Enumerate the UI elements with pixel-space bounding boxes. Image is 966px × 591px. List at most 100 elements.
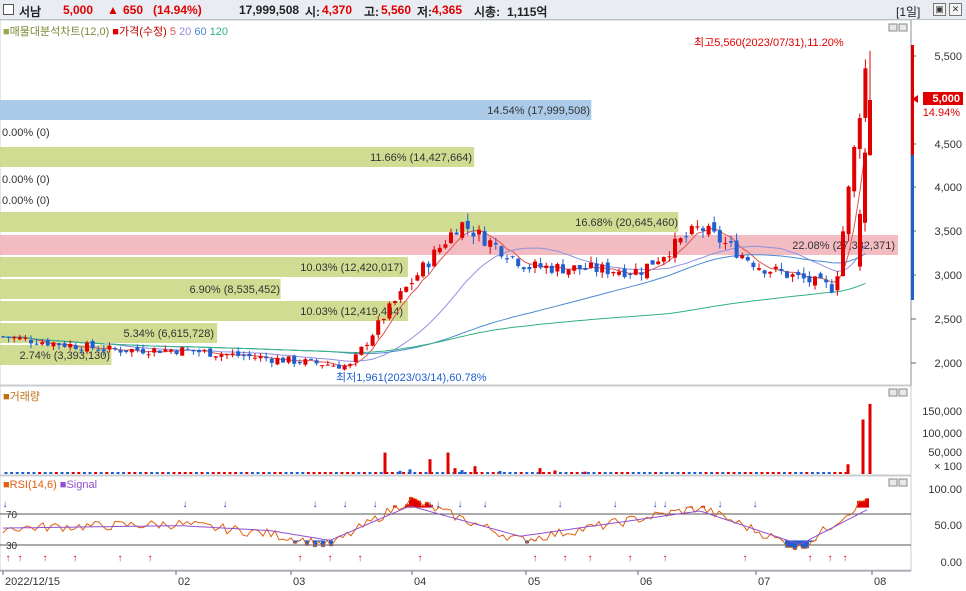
volume-bar — [43, 472, 47, 474]
candle-body — [807, 275, 812, 283]
sell-arrow-icon: ↓ — [436, 499, 441, 510]
rsi-overbought-fill — [429, 504, 433, 508]
ma20-legend[interactable]: 20 — [179, 26, 192, 38]
select-checkbox[interactable] — [3, 4, 14, 15]
high-annotation: 최고5,560(2023/07/31),11.20% — [694, 36, 844, 49]
restore-icon[interactable]: ▣ — [933, 3, 946, 16]
candle-body — [505, 258, 509, 260]
x-tick-label: 02 — [178, 576, 190, 588]
volume-bar — [66, 472, 70, 474]
ma5-legend[interactable]: 5 — [169, 26, 176, 38]
candle-body — [241, 354, 246, 357]
ma60-legend[interactable]: 60 — [194, 26, 207, 38]
candle-body — [398, 291, 403, 300]
volume-bar — [816, 472, 820, 474]
candle-body — [471, 232, 476, 237]
volume-tick-label: 150,000 — [922, 406, 962, 418]
volume-bar — [564, 472, 568, 474]
volume-panel: 150,000 100,000 50,000 × 100 — [0, 385, 962, 476]
rsi-overbought-fill — [425, 501, 429, 508]
candle-body — [292, 355, 297, 364]
candle-body — [275, 357, 280, 365]
price-panel-close-icon[interactable] — [898, 23, 908, 32]
volume-bar — [362, 472, 366, 474]
rsi-level-30-label: 30 — [6, 541, 18, 552]
volume-profile-label: 2.74% (3,393,130) — [19, 350, 110, 362]
candle-body — [426, 263, 431, 268]
candle-body — [325, 364, 330, 366]
candle-body — [180, 347, 185, 356]
price-legend[interactable]: 가격(수정) — [118, 26, 167, 38]
close-icon[interactable]: ✕ — [949, 3, 962, 16]
candle-body — [40, 342, 45, 345]
volume-bar — [530, 472, 534, 474]
period-selector[interactable]: [1일] — [896, 5, 921, 19]
candle-body — [404, 286, 409, 292]
volume-bar — [408, 469, 412, 474]
candle-body — [163, 349, 168, 352]
candle-body — [701, 228, 705, 231]
price-panel-minimize-icon[interactable] — [888, 23, 898, 32]
volume-bar — [127, 472, 131, 474]
candle-body — [594, 263, 599, 272]
candle-body — [1, 336, 5, 338]
rsi-oversold-fill — [801, 540, 805, 549]
candle-body — [729, 241, 733, 243]
rsi-zone-fills — [285, 497, 869, 550]
candle-body — [208, 348, 213, 357]
rsi-legend-label[interactable]: RSI(14,6) — [9, 479, 57, 491]
candle-body — [197, 350, 201, 353]
sell-arrow-icon: ↓ — [373, 499, 378, 510]
buy-arrow-icon: ↑ — [533, 553, 538, 564]
rsi-panel-close-icon[interactable] — [898, 478, 908, 487]
candle-body — [779, 268, 784, 272]
rsi-panel-minimize-icon[interactable] — [888, 478, 898, 487]
volume-profile-label: 11.66% (14,427,664) — [370, 152, 472, 164]
volume-tick-label: 100,000 — [922, 428, 962, 440]
candle-body — [678, 238, 683, 243]
candle-body — [12, 337, 17, 339]
volume-bar — [49, 472, 53, 474]
change-amount: 650 — [123, 3, 144, 17]
volume-panel-minimize-icon[interactable] — [888, 388, 898, 397]
rsi-oversold-fill — [789, 540, 793, 548]
candle-body — [359, 346, 364, 355]
volume-bar — [542, 472, 546, 474]
candle-body — [600, 264, 605, 273]
candle-body — [17, 337, 22, 340]
volume-bar — [749, 472, 753, 474]
mcap-label: 시총: — [474, 5, 501, 19]
candle-body — [101, 349, 106, 352]
candle-body — [510, 256, 515, 258]
candle-body — [96, 349, 101, 351]
price-legend: ■매물대분석차트(12,0) ■가격(수정) 5 20 60 120 — [3, 23, 228, 39]
chart-canvas[interactable]: 14.54% (17,999,508) 0.00% (0) 11.66% (14,4… — [0, 20, 966, 591]
x-tick-label: 06 — [640, 576, 652, 588]
candle-body — [107, 345, 112, 350]
price-y-ticks: 5,500 5,000 4,500 4,000 3,500 3,000 2,500 2,000 — [911, 51, 962, 370]
candle-body — [465, 220, 470, 229]
volume-bar — [586, 472, 590, 474]
ma120-legend[interactable]: 120 — [209, 26, 228, 38]
candle-body — [516, 258, 521, 267]
change-up-icon: ▲ — [107, 3, 119, 17]
volume-profile-label: 10.03% (12,419,444) — [300, 306, 403, 318]
candle-body — [656, 261, 661, 265]
candle-body — [219, 354, 224, 357]
volume-bar — [15, 472, 19, 474]
volume-legend-label[interactable]: 거래량 — [9, 391, 41, 403]
candle-body — [857, 118, 862, 150]
buy-arrow-icon: ↑ — [73, 553, 78, 564]
volume-bar — [99, 472, 103, 474]
volume-panel-close-icon[interactable] — [898, 388, 908, 397]
volume-bar — [144, 472, 148, 474]
signal-legend-label[interactable]: Signal — [66, 479, 98, 491]
candle-body — [533, 261, 537, 269]
candle-body — [734, 240, 739, 258]
rsi-line — [2, 496, 868, 551]
current-rate-tag: 14.94% — [923, 107, 961, 119]
profile-legend[interactable]: 매물대분석차트(12,0) — [9, 26, 110, 38]
candlesticks — [1, 50, 872, 371]
volume-panel-frame — [0, 385, 912, 476]
candle-body — [449, 232, 453, 244]
